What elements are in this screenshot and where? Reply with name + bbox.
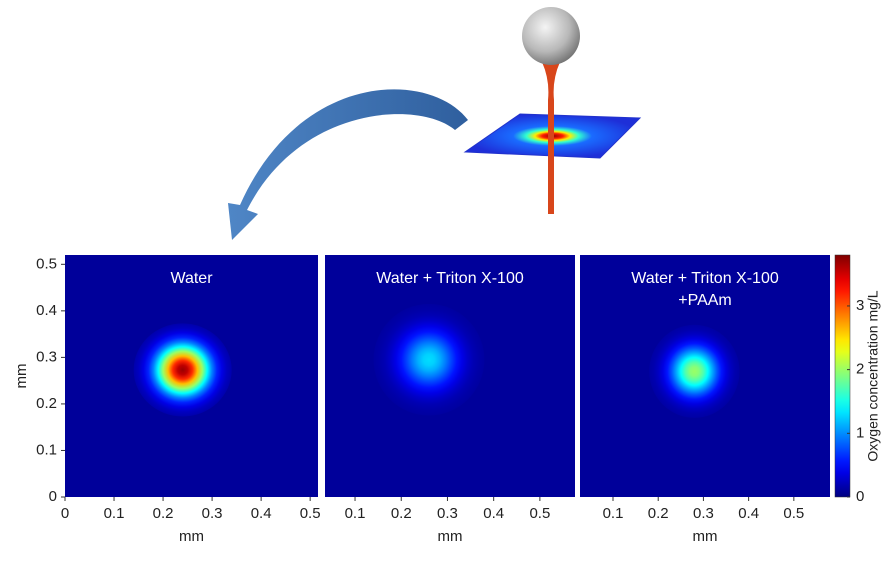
x-axis-label: mm xyxy=(438,528,463,545)
colorbar-tick-label: 3 xyxy=(856,297,864,314)
panel-title: Water + Triton X-100 xyxy=(376,270,524,287)
x-tick-label: 0.2 xyxy=(648,505,669,522)
arrow xyxy=(228,89,468,240)
panel-title: Water + Triton X-100 xyxy=(631,270,779,287)
y-axis-label: mm xyxy=(13,364,30,389)
y-tick-label: 0.1 xyxy=(36,441,57,458)
colorbar-tick-label: 0 xyxy=(856,488,864,505)
x-tick-label: 0.1 xyxy=(104,505,125,522)
x-tick-label: 0.4 xyxy=(251,505,272,522)
colorbar-label: Oxygen concentration mg/L xyxy=(865,290,881,461)
y-tick-label: 0.4 xyxy=(36,302,57,319)
concentration-spot xyxy=(649,325,739,418)
x-tick-label: 0.2 xyxy=(153,505,174,522)
colorbar-tick-label: 2 xyxy=(856,361,864,378)
x-tick-label: 0.5 xyxy=(783,505,804,522)
illustration xyxy=(228,7,640,240)
x-tick-label: 0.3 xyxy=(693,505,714,522)
concentration-spot xyxy=(134,323,232,416)
figure: Water 0 0.1 0.2 0.3 0.4 0.5 0 0.1 0.2 0.3 0.4 0.5 mm m… xyxy=(0,0,885,556)
concentration-spot xyxy=(374,304,485,416)
x-tick-label: 0 xyxy=(61,505,69,522)
x-tick-label: 0.4 xyxy=(738,505,759,522)
x-tick-label: 0.3 xyxy=(437,505,458,522)
x-tick-label: 0.5 xyxy=(529,505,550,522)
x-tick-label: 0.1 xyxy=(345,505,366,522)
x-tick-label: 0.4 xyxy=(483,505,504,522)
colorbar-tick-label: 1 xyxy=(856,424,864,441)
y-tick-label: 0 xyxy=(49,488,57,505)
y-tick-label: 0.5 xyxy=(36,255,57,272)
y-tick-label: 0.3 xyxy=(36,348,57,365)
x-axis-label: mm xyxy=(693,528,718,545)
x-tick-label: 0.3 xyxy=(202,505,223,522)
x-tick-label: 0.2 xyxy=(391,505,412,522)
ball xyxy=(522,7,580,65)
x-tick-label: 0.5 xyxy=(300,505,321,522)
x-tick-label: 0.1 xyxy=(603,505,624,522)
panel-title: Water xyxy=(170,270,213,287)
panel-title: +PAAm xyxy=(678,292,732,309)
x-axis-label: mm xyxy=(179,528,204,545)
y-tick-label: 0.2 xyxy=(36,395,57,412)
colorbar xyxy=(835,255,850,497)
